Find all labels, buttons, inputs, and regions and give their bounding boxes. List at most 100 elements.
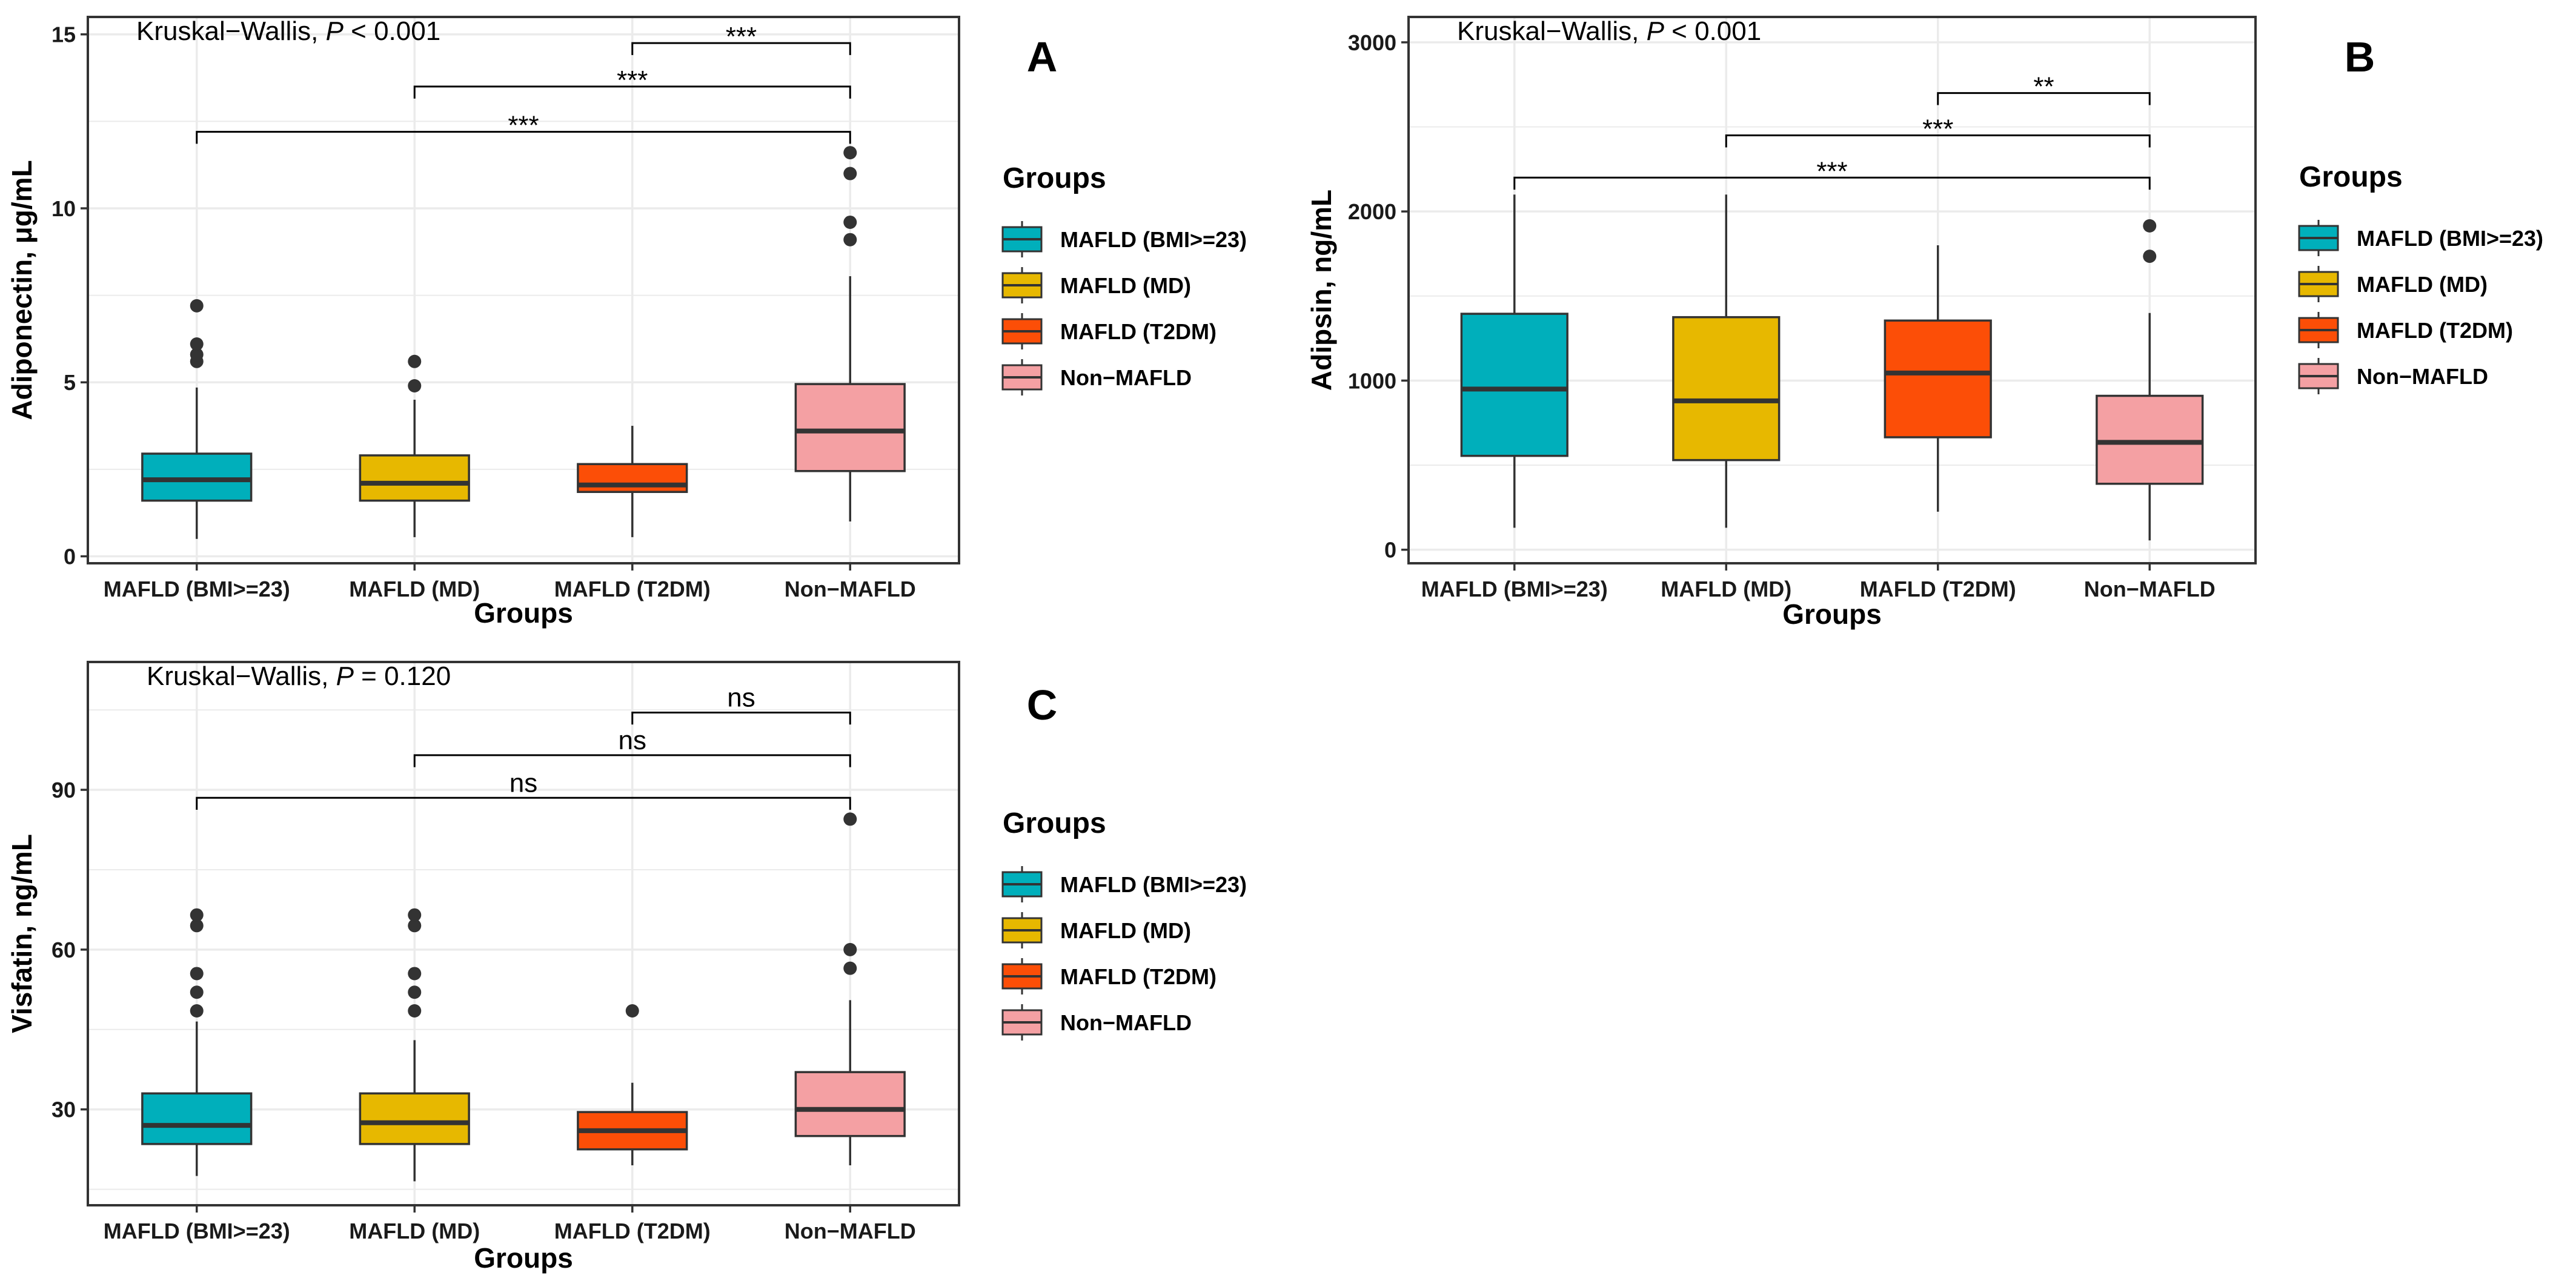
- comparison-bracket: ***: [1513, 156, 2151, 190]
- x-tick-label: MAFLD (BMI>=23): [104, 577, 290, 601]
- outlier-point: [190, 967, 204, 981]
- outlier-point: [843, 942, 857, 956]
- outlier-point: [190, 1004, 204, 1018]
- legend-key: [2298, 358, 2339, 394]
- outlier-point: [843, 167, 857, 180]
- legend-label: MAFLD (T2DM): [2357, 318, 2513, 343]
- outlier-point: [408, 985, 422, 999]
- bracket-line: [413, 754, 851, 767]
- outlier-point: [408, 908, 422, 922]
- legend-label: MAFLD (BMI>=23): [1060, 872, 1247, 897]
- legend-label: MAFLD (BMI>=23): [1060, 227, 1247, 252]
- outlier-point: [408, 919, 422, 933]
- box-4: [2096, 219, 2204, 541]
- legend-label: MAFLD (MD): [1060, 273, 1191, 298]
- kw-prefix: Kruskal−Wallis,: [1457, 16, 1647, 46]
- significance-label: ***: [508, 111, 539, 141]
- legend-title: Groups: [1003, 807, 1106, 839]
- panel-a: 0 5 10 15 MAFLD (BMI>=23) MAFLD (MD) MAFLD (T2…: [6, 16, 1247, 629]
- x-tick-label: MAFLD (BMI>=23): [1421, 577, 1608, 601]
- panel-border: [87, 16, 960, 564]
- significance-label: ***: [726, 22, 757, 51]
- outlier-point: [843, 812, 857, 826]
- significance-label: ***: [1816, 156, 1847, 186]
- box-body: [1460, 313, 1569, 457]
- significance-label: **: [2033, 72, 2054, 102]
- legend-label: Non−MAFLD: [1060, 1010, 1192, 1035]
- y-axis-title: Visfatin, ng/mL: [6, 834, 38, 1033]
- y-tick-label: 10: [51, 196, 76, 221]
- legend-label: MAFLD (T2DM): [1060, 964, 1217, 989]
- outlier-point: [2143, 219, 2157, 233]
- kw-prefix: Kruskal−Wallis,: [147, 661, 336, 691]
- legend-label: Non−MAFLD: [2357, 364, 2488, 389]
- y-tick-label: 1000: [1348, 368, 1396, 393]
- legend-title: Groups: [1003, 162, 1106, 194]
- outlier-point: [625, 1004, 639, 1018]
- comparison-bracket: ns: [413, 726, 851, 767]
- y-tick-label: 0: [64, 544, 76, 569]
- x-tick-label: MAFLD (T2DM): [554, 1219, 711, 1243]
- x-tick-label: MAFLD (MD): [1661, 577, 1791, 601]
- legend: Groups MAFLD (BMI>=23) MAFLD (MD) MAFLD (T2…: [1001, 807, 1247, 1041]
- x-tick-label: MAFLD (MD): [349, 1219, 480, 1243]
- legend-key: [1001, 221, 1043, 257]
- outlier-point: [190, 985, 204, 999]
- box-body: [1672, 316, 1781, 462]
- box-body: [141, 452, 253, 502]
- box-2: [1672, 194, 1781, 528]
- x-axis-title: Groups: [474, 597, 573, 629]
- kw-p-value: = 0.120: [354, 661, 451, 691]
- kw-p-symbol: P: [1647, 16, 1665, 46]
- outlier-point: [2143, 250, 2157, 263]
- legend-key: [2298, 266, 2339, 302]
- y-axis-title: Adiponectin, μg/mL: [6, 160, 38, 420]
- x-axis-title: Groups: [1782, 598, 1882, 630]
- box-3: [577, 426, 688, 537]
- outlier-point: [190, 919, 204, 933]
- y-tick-label: 5: [64, 370, 76, 395]
- comparison-bracket: ns: [196, 768, 851, 810]
- legend-key: [1001, 267, 1043, 303]
- kw-p-value: < 0.001: [1664, 16, 1761, 46]
- legend: Groups MAFLD (BMI>=23) MAFLD (MD) MAFLD (T2…: [1001, 162, 1247, 395]
- legend-key: [1001, 359, 1043, 395]
- outlier-point: [190, 348, 204, 362]
- y-axis-title: Adipsin, ng/mL: [1306, 190, 1337, 391]
- kw-p-symbol: P: [326, 16, 344, 46]
- box-body: [2096, 394, 2204, 485]
- panel-letter: A: [1027, 33, 1058, 81]
- legend-label: Non−MAFLD: [1060, 365, 1192, 390]
- legend-key: [1001, 958, 1043, 994]
- legend-label: MAFLD (MD): [2357, 272, 2488, 297]
- panel-c: 30 60 90 MAFLD (BMI>=23) MAFLD (MD) MAFLD (T2…: [6, 661, 1247, 1274]
- legend-key: [1001, 313, 1043, 349]
- box-4: [794, 812, 906, 1166]
- comparison-bracket: ns: [631, 683, 851, 725]
- panel-letter: C: [1027, 681, 1058, 729]
- box-2: [359, 908, 470, 1182]
- box-3: [577, 1004, 688, 1166]
- y-tick-label: 30: [51, 1097, 76, 1122]
- box-1: [141, 299, 253, 539]
- bracket-line: [1513, 176, 2151, 190]
- outlier-point: [843, 961, 857, 975]
- box-body: [359, 454, 470, 502]
- y-tick-label: 15: [51, 22, 76, 47]
- legend-key: [1001, 1004, 1043, 1041]
- box-body: [141, 1092, 253, 1145]
- y-tick-label: 60: [51, 938, 76, 962]
- comparison-bracket: ***: [631, 22, 851, 55]
- bracket-line: [631, 42, 851, 55]
- legend-key: [1001, 912, 1043, 948]
- comparison-bracket: ***: [413, 65, 851, 99]
- box-2: [359, 354, 470, 537]
- bracket-line: [413, 85, 851, 99]
- legend-label: MAFLD (MD): [1060, 918, 1191, 943]
- x-tick-label: Non−MAFLD: [2084, 577, 2216, 601]
- y-tick-label: 2000: [1348, 199, 1396, 224]
- outlier-point: [408, 379, 422, 392]
- outlier-point: [843, 233, 857, 247]
- kw-p-value: < 0.001: [344, 16, 440, 46]
